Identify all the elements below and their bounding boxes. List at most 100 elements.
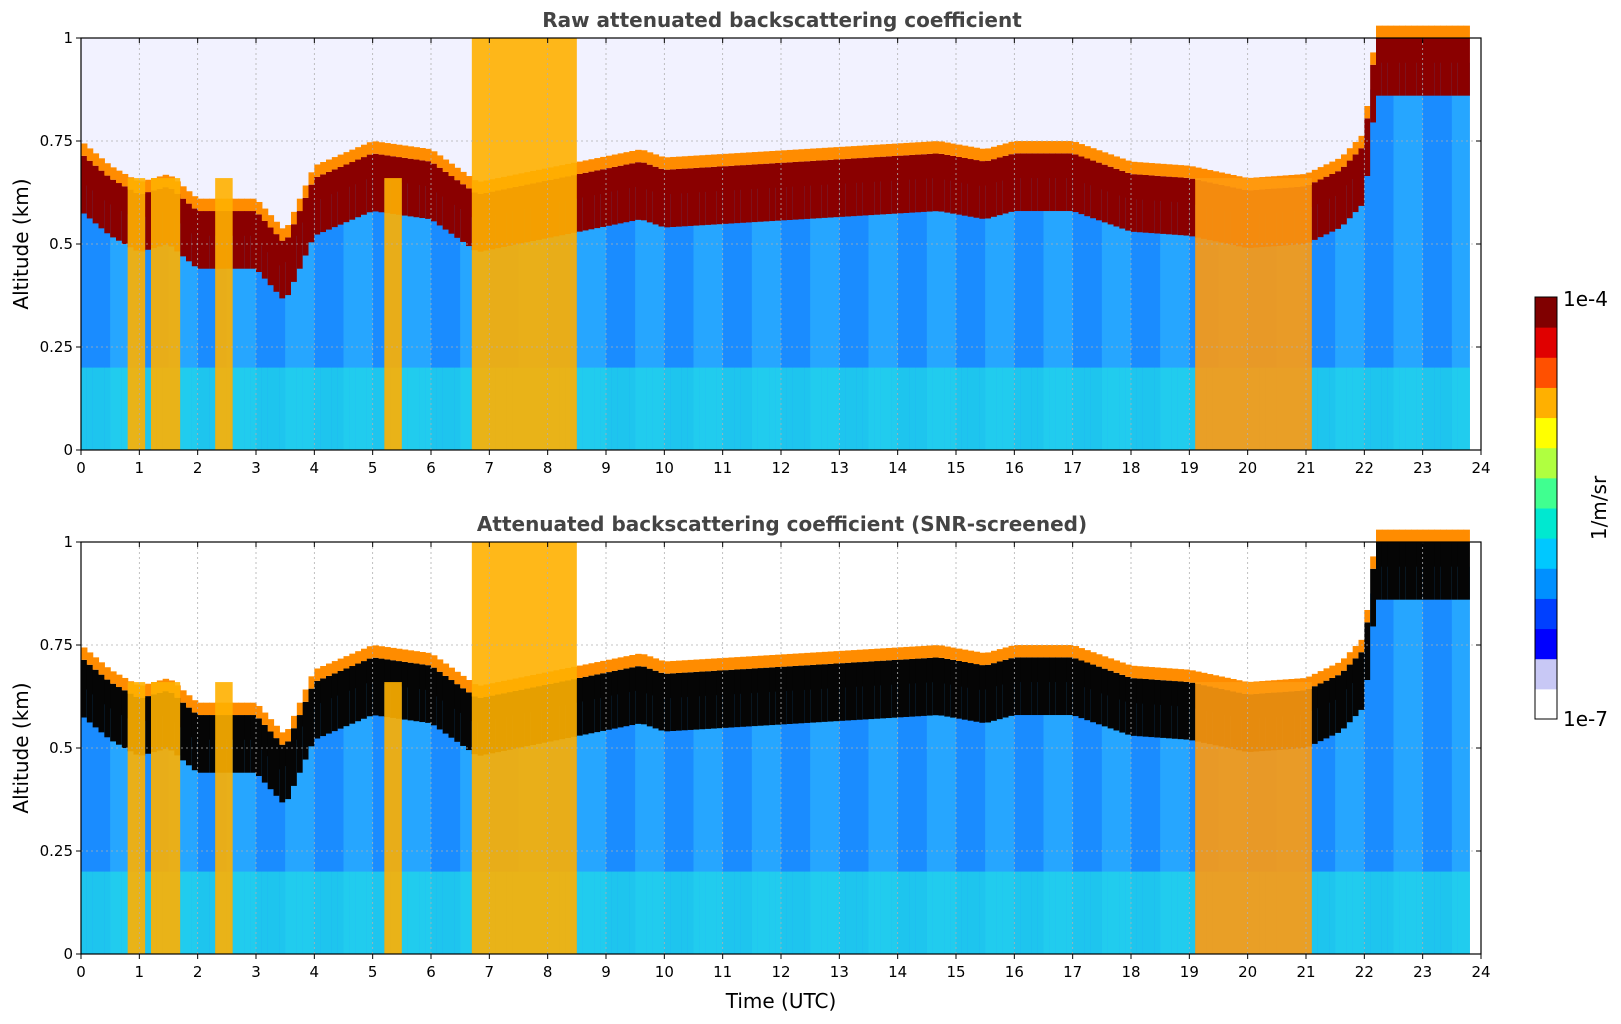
aerosol-column — [1026, 178, 1033, 450]
cloud-edge — [401, 649, 409, 662]
cloud-layer — [967, 663, 975, 721]
x-tick-label: 0 — [76, 459, 86, 477]
cloud-edge — [1393, 529, 1400, 542]
cloud-edge — [98, 158, 105, 171]
cloud-edge — [996, 145, 1004, 158]
aerosol-column — [641, 187, 648, 450]
aerosol-column — [1154, 704, 1161, 954]
aerosol-column — [98, 699, 105, 954]
surface-layer — [635, 367, 642, 450]
cloud-edge — [1189, 166, 1196, 179]
cloud-edge — [763, 151, 770, 164]
cloud-layer — [460, 688, 467, 746]
cloud-layer — [582, 172, 590, 231]
aerosol-column — [1148, 200, 1155, 450]
aerosol-column — [1370, 89, 1377, 450]
cloud-edge — [1346, 148, 1354, 161]
aerosol-column — [1131, 702, 1138, 954]
cloud-edge — [816, 652, 823, 665]
cloud-layer — [1026, 657, 1033, 716]
cloud-edge — [611, 658, 619, 671]
surface-layer — [751, 367, 759, 450]
surface-layer — [209, 871, 216, 954]
surface-layer — [810, 367, 817, 450]
cloud-layer — [337, 670, 345, 729]
cloud-layer — [1026, 153, 1033, 212]
surface-layer — [1317, 871, 1325, 954]
cloud-edge — [390, 143, 397, 157]
cloud-edge — [1434, 529, 1441, 542]
cloud-edge — [1323, 668, 1330, 681]
cloud-edge — [425, 148, 432, 162]
cloud-layer — [1061, 153, 1068, 212]
surface-layer — [903, 871, 910, 954]
cloud-edge — [973, 147, 980, 161]
cloud-edge — [740, 152, 747, 166]
aerosol-column — [436, 192, 444, 450]
surface-layer — [1160, 367, 1167, 450]
cloud-edge — [1411, 529, 1418, 542]
aerosol-column — [209, 235, 216, 450]
cloud-edge — [652, 658, 660, 671]
surface-layer — [238, 871, 245, 954]
cloud-edge — [670, 156, 677, 170]
cloud-layer — [821, 160, 829, 218]
cloud-layer — [810, 664, 817, 723]
surface-layer — [1422, 871, 1430, 954]
cloud-layer — [98, 170, 105, 229]
cloud-edge — [104, 667, 111, 680]
surface-layer — [956, 871, 963, 954]
surface-layer — [355, 871, 362, 954]
cloud-edge — [1090, 652, 1097, 665]
surface-layer — [1183, 871, 1190, 954]
high-signal-column — [151, 178, 181, 450]
aerosol-column — [203, 739, 210, 954]
cloud-edge — [291, 211, 298, 225]
cloud-edge — [757, 151, 765, 165]
cloud-layer — [786, 162, 794, 220]
cloud-edge — [594, 158, 601, 171]
cloud-layer — [1376, 542, 1383, 600]
cloud-edge — [693, 659, 700, 672]
cloud-layer — [1002, 155, 1010, 214]
surface-layer — [629, 367, 636, 450]
aerosol-column — [652, 695, 660, 954]
cloud-layer — [92, 165, 100, 224]
cloud-edge — [600, 156, 607, 170]
cloud-layer — [746, 164, 753, 223]
cloud-layer — [681, 672, 689, 731]
surface-layer — [967, 367, 975, 450]
aerosol-column — [711, 191, 718, 450]
cloud-edge — [1084, 146, 1091, 159]
surface-layer — [973, 367, 980, 450]
aerosol-column — [250, 235, 257, 450]
aerosol-column — [145, 720, 152, 954]
cloud-layer — [320, 174, 327, 233]
cloud-layer — [1107, 166, 1115, 225]
aerosol-column — [349, 690, 356, 954]
cloud-layer — [658, 672, 665, 731]
aerosol-column — [1136, 703, 1144, 954]
colorbar-unit-label: 1/m/sr — [1587, 475, 1611, 540]
surface-layer — [1154, 367, 1161, 450]
surface-layer — [897, 367, 905, 450]
aerosol-column — [897, 180, 905, 451]
cloud-edge — [431, 151, 438, 164]
surface-layer — [909, 367, 916, 450]
cloud-layer — [191, 712, 199, 771]
cloud-layer — [1428, 38, 1435, 96]
cloud-edge — [1177, 165, 1185, 178]
cloud-layer — [926, 153, 934, 212]
cloud-edge — [1166, 164, 1173, 177]
surface-layer — [915, 871, 922, 954]
surface-layer — [1387, 367, 1395, 450]
cloud-layer — [827, 159, 835, 218]
aerosol-column — [1376, 62, 1383, 450]
surface-layer — [646, 367, 654, 450]
cloud-layer — [1440, 542, 1447, 600]
high-signal-column — [384, 682, 402, 954]
cloud-layer — [658, 168, 665, 227]
surface-layer — [833, 367, 840, 450]
cloud-edge — [1463, 25, 1470, 38]
aerosol-column — [600, 193, 607, 450]
